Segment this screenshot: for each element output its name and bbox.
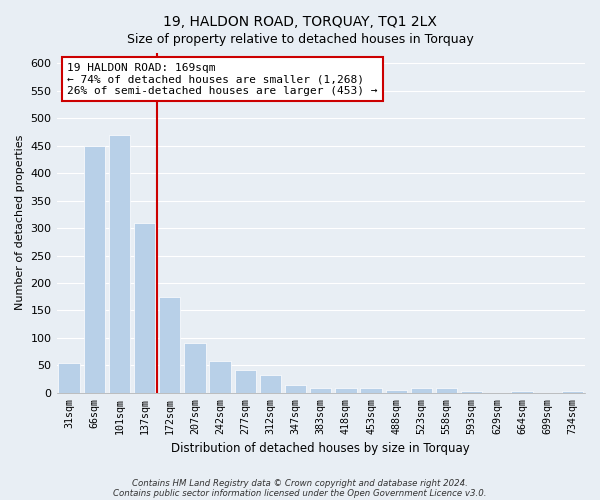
Text: Contains public sector information licensed under the Open Government Licence v3: Contains public sector information licen… bbox=[113, 488, 487, 498]
Bar bbox=[260, 375, 281, 393]
X-axis label: Distribution of detached houses by size in Torquay: Distribution of detached houses by size … bbox=[172, 442, 470, 455]
Bar bbox=[562, 391, 583, 393]
Bar bbox=[109, 135, 130, 393]
Bar bbox=[83, 146, 105, 393]
Y-axis label: Number of detached properties: Number of detached properties bbox=[15, 135, 25, 310]
Bar bbox=[511, 391, 533, 393]
Bar bbox=[159, 297, 181, 393]
Bar bbox=[411, 388, 432, 393]
Text: 19 HALDON ROAD: 169sqm
← 74% of detached houses are smaller (1,268)
26% of semi-: 19 HALDON ROAD: 169sqm ← 74% of detached… bbox=[67, 62, 377, 96]
Text: Size of property relative to detached houses in Torquay: Size of property relative to detached ho… bbox=[127, 32, 473, 46]
Bar bbox=[134, 222, 155, 393]
Bar bbox=[436, 388, 457, 393]
Bar bbox=[285, 384, 307, 393]
Bar bbox=[235, 370, 256, 393]
Bar bbox=[335, 388, 356, 393]
Bar bbox=[58, 362, 80, 393]
Bar bbox=[209, 361, 231, 393]
Bar bbox=[361, 388, 382, 393]
Text: Contains HM Land Registry data © Crown copyright and database right 2024.: Contains HM Land Registry data © Crown c… bbox=[132, 478, 468, 488]
Bar bbox=[461, 391, 482, 393]
Text: 19, HALDON ROAD, TORQUAY, TQ1 2LX: 19, HALDON ROAD, TORQUAY, TQ1 2LX bbox=[163, 15, 437, 29]
Bar bbox=[310, 388, 331, 393]
Bar bbox=[184, 344, 206, 393]
Bar bbox=[386, 390, 407, 393]
